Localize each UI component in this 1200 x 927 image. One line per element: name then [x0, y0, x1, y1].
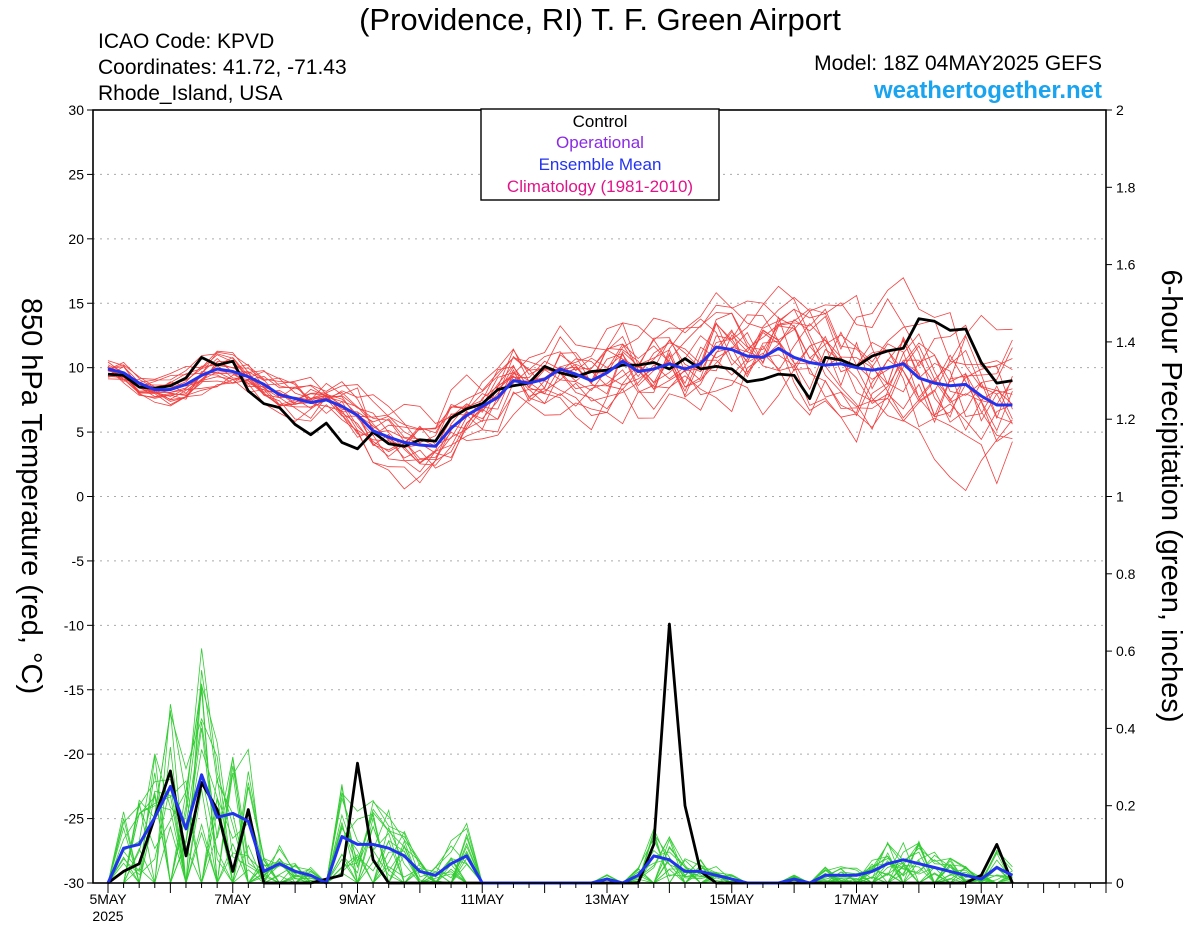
legend-box — [480, 108, 720, 201]
right-tick-label: 1 — [1116, 489, 1124, 505]
legend-control: Control — [573, 112, 628, 131]
right-tick-label: 0.8 — [1116, 566, 1136, 582]
temperature-member-line — [107, 297, 1013, 464]
legend-climatology: Climatology (1981-2010) — [507, 177, 693, 196]
precip-member-line — [108, 683, 1013, 884]
left-tick-label: -20 — [64, 746, 84, 762]
chart-title: (Providence, RI) T. F. Green Airport — [359, 2, 841, 37]
site-brand: weathertogether.net — [873, 77, 1102, 104]
region: Rhode_Island, USA — [98, 82, 282, 105]
x-tick-label: 15MAY — [709, 891, 755, 907]
left-tick-label: 5 — [76, 424, 84, 440]
right-tick-label: 0.2 — [1116, 798, 1136, 814]
precip-member-line — [107, 686, 1013, 884]
right-tick-label: 1.6 — [1116, 257, 1136, 273]
right-axis-label: 6-hour Precipitation (green, inches) — [1155, 270, 1187, 723]
x-tick-label: 17MAY — [834, 891, 880, 907]
icao-code: ICAO Code: KPVD — [98, 30, 274, 53]
left-tick-label: 0 — [76, 489, 84, 505]
temperature-member-line — [107, 321, 1013, 443]
model-run: Model: 18Z 04MAY2025 GEFS — [814, 52, 1102, 75]
left-tick-label: 20 — [68, 231, 84, 247]
x-tick-label: 7MAY — [214, 891, 252, 907]
temperature-member-line — [107, 308, 1013, 473]
right-tick-label: 0 — [1116, 875, 1124, 891]
legend: Control Operational Ensemble Mean Climat… — [480, 108, 720, 201]
right-tick-label: 0.6 — [1116, 643, 1136, 659]
x-tick-label: 9MAY — [339, 891, 377, 907]
grid — [93, 173, 1106, 820]
legend-operational: Operational — [556, 133, 644, 152]
right-tick-label: 1.8 — [1116, 179, 1136, 195]
left-tick-label: -10 — [64, 617, 84, 633]
temperature-member-line — [107, 325, 1013, 492]
left-tick-label: -30 — [64, 875, 84, 891]
control-temperature-line — [107, 317, 1013, 451]
right-tick-label: 1.2 — [1116, 411, 1136, 427]
temperature-member-line — [107, 312, 1013, 430]
left-tick-label: -25 — [64, 811, 84, 827]
temperature-member-line — [107, 329, 1013, 441]
left-tick-label: 10 — [68, 360, 84, 376]
left-axis-label: 850 hPa Temperature (red, °C) — [15, 298, 47, 694]
left-tick-label: -15 — [64, 682, 84, 698]
right-tick-label: 1.4 — [1116, 334, 1136, 350]
temperature-member-line — [107, 294, 1013, 462]
right-axis-ticks: 2 1.8 1.6 1.4 1.2 1 0.8 0.6 0.4 0.2 0 — [1106, 102, 1136, 891]
right-tick-label: 2 — [1116, 102, 1124, 118]
left-tick-label: 25 — [68, 166, 84, 182]
precip-member-line — [107, 689, 1013, 885]
temperature-member-line — [107, 315, 1013, 469]
legend-ensemble-mean: Ensemble Mean — [539, 155, 662, 174]
temperature-member-line — [107, 277, 1013, 447]
temperature-member-line — [107, 308, 1013, 453]
precip-member-line — [107, 684, 1013, 884]
x-tick-label: 5MAY — [89, 891, 127, 907]
temperature-member-line — [107, 310, 1013, 458]
temperature-member-line — [107, 342, 1013, 490]
left-tick-label: 30 — [68, 102, 84, 118]
temperature-member-line — [107, 312, 1013, 460]
x-tick-label: 13MAY — [585, 891, 631, 907]
right-tick-label: 0.4 — [1116, 720, 1136, 736]
x-tick-label: 11MAY — [460, 891, 504, 907]
x-tick-sublabel: 2025 — [92, 908, 123, 924]
x-tick-label: 19MAY — [959, 891, 1005, 907]
left-tick-label: -5 — [72, 553, 85, 569]
coordinates: Coordinates: 41.72, -71.43 — [98, 56, 347, 79]
left-axis-ticks: 30 25 20 15 10 5 0 -5 -10 -15 -20 -25 -30 — [64, 102, 93, 891]
ensemble-mean-temperature-line — [107, 345, 1013, 448]
left-tick-label: 15 — [68, 295, 84, 311]
